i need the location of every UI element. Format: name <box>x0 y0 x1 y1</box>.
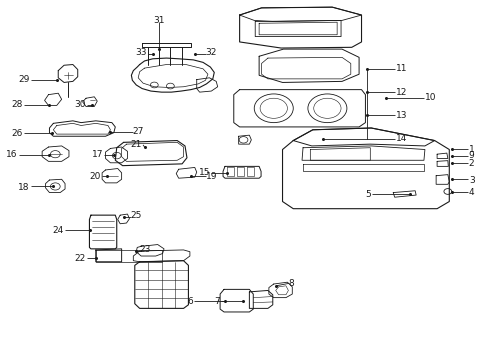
Text: 4: 4 <box>468 188 473 197</box>
Text: 20: 20 <box>89 172 101 181</box>
Text: 24: 24 <box>53 226 64 235</box>
Text: 9: 9 <box>468 151 473 160</box>
Text: 21: 21 <box>130 140 142 149</box>
Text: 11: 11 <box>395 64 407 73</box>
Text: 23: 23 <box>140 246 151 255</box>
Text: 6: 6 <box>187 297 193 306</box>
Text: 8: 8 <box>288 279 294 288</box>
Text: 18: 18 <box>19 183 30 192</box>
Text: 33: 33 <box>135 48 147 57</box>
Text: 28: 28 <box>11 100 22 109</box>
Text: 16: 16 <box>6 150 18 159</box>
Text: 27: 27 <box>132 127 143 136</box>
Text: 25: 25 <box>130 211 141 220</box>
Text: 22: 22 <box>75 255 86 264</box>
Text: 5: 5 <box>365 190 370 199</box>
Text: 2: 2 <box>468 159 473 168</box>
Text: 15: 15 <box>199 168 210 177</box>
Text: 17: 17 <box>91 150 103 159</box>
Text: 32: 32 <box>205 48 216 57</box>
Text: 30: 30 <box>74 100 86 109</box>
Text: 13: 13 <box>395 111 407 120</box>
Text: 10: 10 <box>424 93 435 102</box>
Text: 26: 26 <box>11 129 22 138</box>
Text: 29: 29 <box>19 75 30 84</box>
Text: 19: 19 <box>205 172 217 181</box>
Text: 7: 7 <box>214 297 220 306</box>
Text: 1: 1 <box>468 145 473 154</box>
Text: 12: 12 <box>395 87 406 96</box>
Text: 14: 14 <box>395 134 406 143</box>
Text: 3: 3 <box>468 176 473 185</box>
Text: 31: 31 <box>153 16 164 25</box>
